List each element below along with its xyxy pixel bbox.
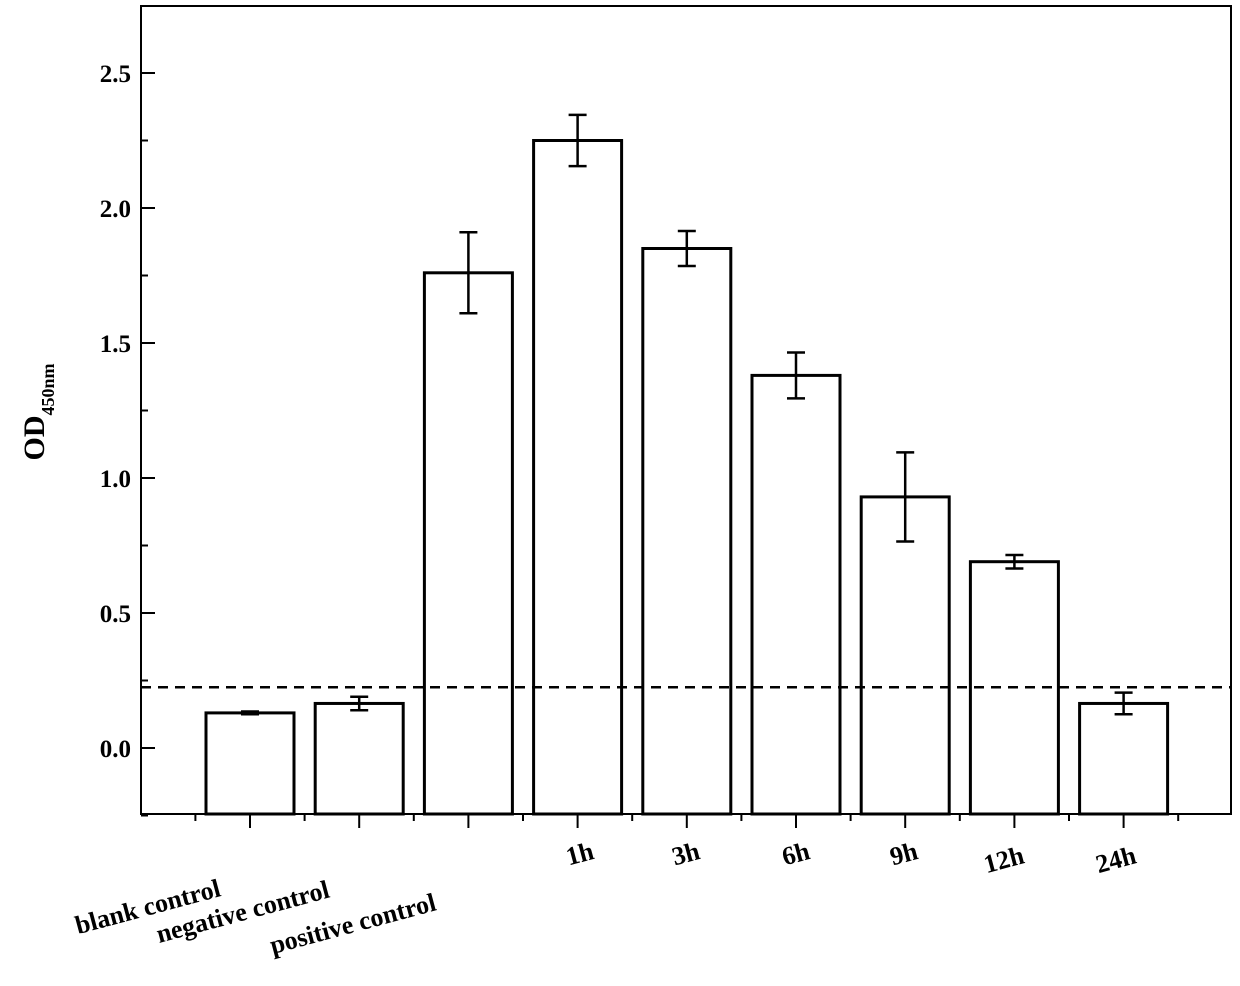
x-tick-label: 24h <box>1093 840 1140 879</box>
bar <box>752 375 840 814</box>
y-tick-label: 2.5 <box>100 61 131 88</box>
y-tick-label: 0.5 <box>100 601 131 628</box>
x-tick-label: 3h <box>669 836 704 871</box>
y-axis-label-subscript: 450nm <box>38 363 58 415</box>
bar <box>643 249 731 815</box>
y-tick-label: 1.5 <box>100 331 131 358</box>
bar <box>861 497 949 814</box>
bar <box>1080 703 1168 814</box>
y-axis-label: OD450nm <box>18 363 58 460</box>
bar <box>534 141 622 815</box>
x-tick-label: 12h <box>981 840 1028 879</box>
y-tick-label: 0.0 <box>100 736 131 763</box>
x-axis: blank controlnegative controlpositive co… <box>72 814 1178 960</box>
bar <box>206 713 294 814</box>
x-tick-label: 6h <box>779 836 814 871</box>
bar <box>424 273 512 814</box>
bar <box>315 703 403 814</box>
y-tick-label: 2.0 <box>100 196 131 223</box>
x-tick-label: 1h <box>563 836 598 871</box>
y-axis: 0.0 0.5 1.0 1.5 2.0 2.5 <box>100 61 155 816</box>
x-tick-label: 9h <box>887 836 922 871</box>
y-tick-label: 1.0 <box>100 466 131 493</box>
y-axis-label-main: OD <box>18 416 51 461</box>
